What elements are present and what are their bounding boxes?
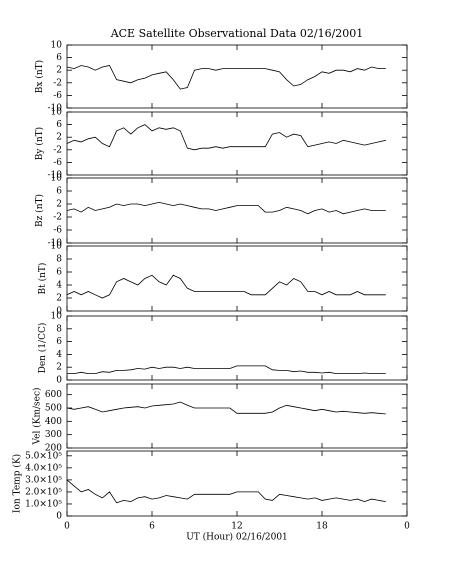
x-axis-label: UT (Hour) 02/16/2001	[186, 532, 288, 543]
y-tick-label: 6	[56, 337, 62, 347]
chart-title: ACE Satellite Observational Data 02/16/2…	[110, 27, 364, 40]
y-tick-label: 600	[45, 390, 62, 400]
y-tick-label: 4	[56, 350, 62, 360]
y-tick-label: 500	[45, 404, 62, 414]
y-tick-label: 10	[51, 312, 63, 322]
y-tick-label: 10	[51, 41, 63, 51]
data-line	[66, 201, 386, 215]
y-tick-label: 200	[45, 444, 62, 454]
y-tick-label: 10	[51, 174, 63, 184]
y-tick-label: 3.0×10⁵	[25, 475, 62, 485]
y-tick-label: 4	[56, 281, 62, 291]
y-tick-label: 2	[56, 294, 62, 304]
x-tick-label: 0	[64, 522, 70, 532]
y-axis-label: Vel (Km/sec)	[31, 387, 42, 445]
plot-frame	[66, 383, 408, 449]
plot-frame	[66, 450, 408, 517]
y-tick-label: 2.0×10⁵	[25, 487, 62, 497]
data-line	[66, 479, 386, 504]
y-tick-label: 0	[56, 376, 62, 386]
y-tick-label: -10	[48, 239, 63, 249]
y-tick-label: 2	[56, 363, 62, 373]
y-tick-label: 5.0×10⁵	[25, 451, 62, 461]
y-axis-label: Den (1/CC)	[37, 323, 48, 374]
x-tick-label: 0	[404, 522, 410, 532]
y-tick-label: 10	[51, 242, 63, 252]
y-tick-label: 400	[45, 417, 62, 427]
y-axis-label: Bt (nT)	[37, 263, 48, 295]
y-tick-label: 2	[56, 66, 62, 76]
y-tick-label: -2	[53, 213, 62, 223]
y-tick-label: 300	[45, 430, 62, 440]
y-tick-label: 10	[51, 108, 63, 118]
data-line	[67, 365, 386, 374]
y-tick-label: 0	[56, 307, 62, 317]
data-line	[66, 274, 386, 299]
y-tick-label: 4.0×10⁵	[25, 463, 62, 473]
y-axis-label: Ion Temp (K)	[12, 454, 23, 513]
y-tick-label: 2	[56, 133, 62, 143]
data-line	[66, 401, 386, 415]
y-tick-label: 6	[56, 120, 62, 130]
y-tick-label: -6	[53, 158, 62, 168]
y-tick-label: 1.0×10⁵	[25, 499, 62, 509]
y-tick-label: 6	[56, 187, 62, 197]
y-tick-label: -10	[48, 104, 63, 114]
plot-frame	[66, 245, 408, 312]
y-tick-label: 6	[56, 268, 62, 278]
x-tick-label: 6	[149, 522, 155, 532]
y-tick-label: 0	[56, 512, 62, 522]
y-tick-label: 2	[56, 200, 62, 210]
y-tick-label: -10	[48, 171, 63, 181]
y-tick-label: -6	[53, 226, 62, 236]
y-axis-label: Bx (nT)	[34, 60, 45, 93]
y-axis-label: By (nT)	[34, 127, 45, 160]
x-tick-label: 18	[316, 522, 328, 532]
plot-frame	[66, 44, 408, 109]
y-tick-label: 6	[56, 53, 62, 63]
y-tick-label: -2	[53, 78, 62, 88]
data-line	[66, 124, 386, 151]
y-tick-label: -6	[53, 91, 62, 101]
y-tick-label: 8	[56, 255, 62, 265]
y-tick-label: -2	[53, 145, 62, 155]
y-tick-label: 8	[56, 324, 62, 334]
x-tick-label: 12	[231, 522, 242, 532]
data-line	[66, 65, 386, 90]
y-axis-label: Bz (nT)	[34, 194, 45, 227]
